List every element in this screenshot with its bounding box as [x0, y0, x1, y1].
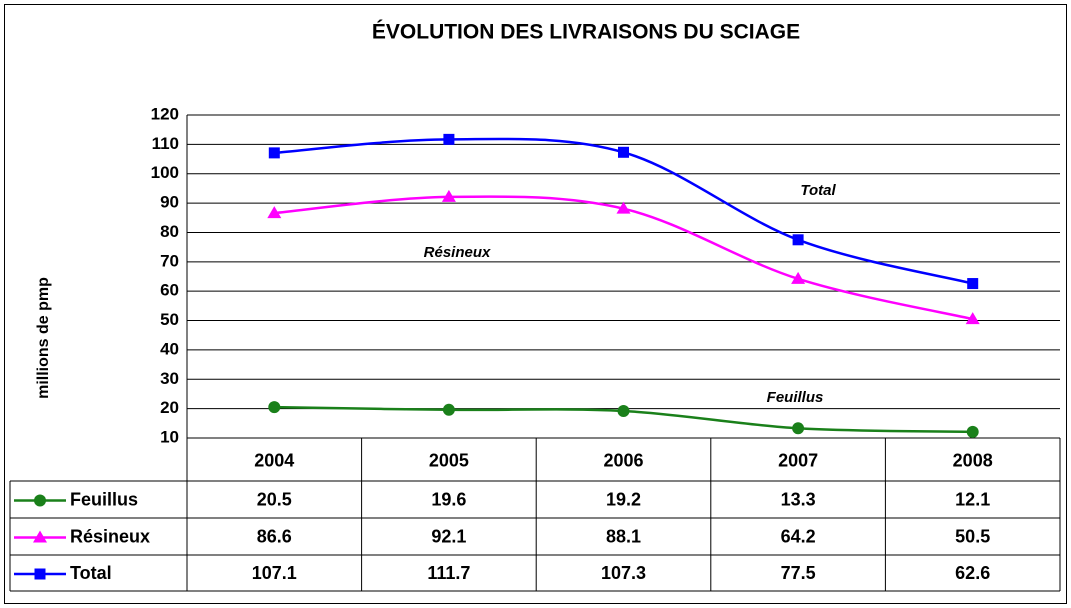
- data-point: [967, 278, 979, 290]
- annotation: Résineux: [424, 244, 491, 261]
- table-value: 20.5: [257, 489, 292, 509]
- table-value: 19.2: [606, 489, 641, 509]
- chart-title: ÉVOLUTION DES LIVRAISONS DU SCIAGE: [372, 21, 800, 44]
- x-tick-label: 2008: [953, 450, 993, 470]
- data-point: [268, 147, 280, 159]
- y-tick-label: 120: [151, 104, 179, 123]
- y-tick-label: 60: [160, 281, 179, 300]
- y-tick-label: 110: [152, 134, 179, 153]
- legend-label: Résineux: [70, 526, 150, 546]
- data-point: [617, 404, 630, 417]
- data-point: [268, 401, 281, 414]
- data-point: [267, 206, 282, 219]
- table-value: 107.3: [601, 563, 646, 583]
- table-value: 12.1: [955, 489, 990, 509]
- table-value: 64.2: [781, 526, 816, 546]
- table-value: 50.5: [955, 526, 990, 546]
- table-value: 92.1: [431, 526, 466, 546]
- data-point: [791, 271, 806, 284]
- y-tick-label: 90: [160, 193, 179, 212]
- annotation: Feuillus: [767, 389, 824, 406]
- table-value: 62.6: [955, 563, 990, 583]
- table-value: 19.6: [431, 489, 466, 509]
- y-tick-label: 10: [160, 427, 179, 446]
- legend-marker: [34, 494, 46, 507]
- y-tick-label: 30: [160, 369, 179, 388]
- data-point: [965, 312, 980, 325]
- x-tick-label: 2007: [778, 450, 818, 470]
- x-tick-label: 2006: [603, 450, 643, 470]
- table-value: 77.5: [781, 563, 816, 583]
- data-point: [792, 234, 804, 246]
- data-point: [443, 133, 455, 145]
- data-point: [966, 425, 979, 438]
- y-tick-label: 40: [160, 339, 179, 358]
- legend-label: Feuillus: [70, 489, 138, 509]
- y-tick-label: 70: [160, 251, 179, 270]
- data-point: [616, 201, 631, 214]
- table-value: 107.1: [252, 563, 297, 583]
- table-value: 111.7: [427, 563, 470, 583]
- x-tick-label: 2004: [254, 450, 294, 470]
- y-axis-label: millions de pmp: [35, 277, 52, 399]
- legend-marker: [34, 568, 46, 580]
- table-value: 86.6: [257, 526, 292, 546]
- y-tick-label: 80: [160, 222, 179, 241]
- y-tick-label: 50: [160, 310, 179, 329]
- y-tick-label: 100: [151, 163, 179, 182]
- x-tick-label: 2005: [429, 450, 469, 470]
- data-point: [442, 403, 455, 416]
- data-point: [441, 189, 456, 202]
- legend-marker: [33, 530, 47, 543]
- y-tick-label: 20: [160, 398, 179, 417]
- chart-border: [4, 4, 1067, 604]
- data-point: [618, 146, 629, 158]
- annotation: Total: [800, 182, 836, 199]
- data-point: [792, 422, 805, 435]
- table-value: 13.3: [781, 489, 816, 509]
- table-value: 88.1: [606, 526, 641, 546]
- legend-label: Total: [70, 563, 112, 583]
